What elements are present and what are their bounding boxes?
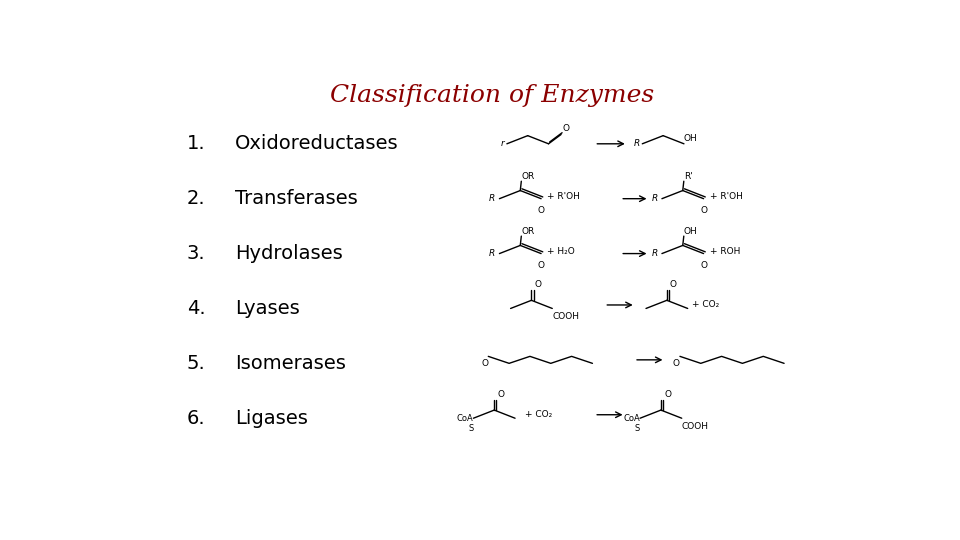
Text: O: O: [673, 359, 680, 368]
Text: 1.: 1.: [187, 134, 205, 153]
Text: + CO₂: + CO₂: [692, 300, 719, 309]
Text: O: O: [664, 390, 671, 399]
Text: OH: OH: [684, 133, 698, 143]
Text: + ROH: + ROH: [709, 247, 740, 256]
Text: OR: OR: [521, 226, 535, 235]
Text: O: O: [535, 280, 541, 289]
Text: R: R: [652, 194, 658, 203]
Text: Transferases: Transferases: [235, 189, 358, 208]
Text: S: S: [635, 424, 640, 433]
Text: O: O: [538, 261, 544, 269]
Text: R: R: [634, 139, 640, 148]
Text: CoA: CoA: [623, 414, 640, 423]
Text: 5.: 5.: [187, 354, 205, 373]
Text: Isomerases: Isomerases: [235, 354, 347, 373]
Text: Oxidoreductases: Oxidoreductases: [235, 134, 399, 153]
Text: Lyases: Lyases: [235, 299, 300, 318]
Text: O: O: [700, 261, 708, 269]
Text: O: O: [700, 206, 708, 215]
Text: + H₂O: + H₂O: [547, 247, 575, 256]
Text: 4.: 4.: [187, 299, 205, 318]
Text: CoA: CoA: [457, 414, 473, 423]
Text: OH: OH: [684, 226, 698, 235]
Text: R': R': [684, 172, 692, 181]
Text: S: S: [468, 424, 473, 433]
Text: R: R: [489, 249, 495, 258]
Text: COOH: COOH: [552, 312, 579, 321]
Text: O: O: [670, 280, 677, 289]
Text: Ligases: Ligases: [235, 409, 308, 428]
Text: Classification of Enzymes: Classification of Enzymes: [330, 84, 654, 106]
Text: 6.: 6.: [187, 409, 205, 428]
Text: R: R: [489, 194, 495, 203]
Text: O: O: [538, 206, 544, 215]
Text: Hydrolases: Hydrolases: [235, 244, 343, 263]
Text: r: r: [501, 139, 505, 148]
Text: + R'OH: + R'OH: [547, 192, 580, 201]
Text: + CO₂: + CO₂: [525, 410, 553, 419]
Text: COOH: COOH: [682, 422, 708, 431]
Text: O: O: [481, 359, 489, 368]
Text: R: R: [652, 249, 658, 258]
Text: 3.: 3.: [187, 244, 205, 263]
Text: + R'OH: + R'OH: [709, 192, 743, 201]
Text: OR: OR: [521, 172, 535, 181]
Text: 2.: 2.: [187, 189, 205, 208]
Text: O: O: [563, 124, 569, 133]
Text: O: O: [497, 390, 504, 399]
